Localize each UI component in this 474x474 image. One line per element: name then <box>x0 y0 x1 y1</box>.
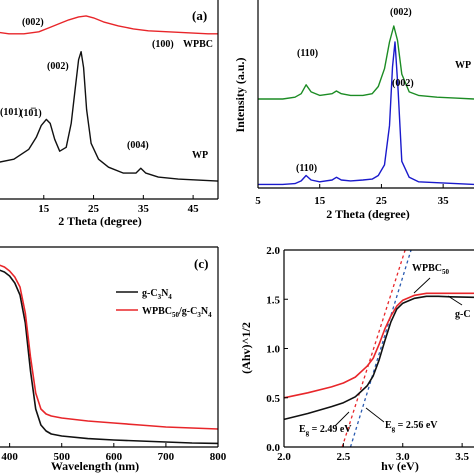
panel-a-series <box>0 15 219 182</box>
tangent-line-1 <box>341 249 406 448</box>
panel-b-ticks: 5 15 25 35 <box>255 184 449 207</box>
panel-d-series <box>283 249 474 448</box>
panel-c-ticks: 400 500 600 700 800 <box>1 443 227 463</box>
panel-a-ticks: 15 25 35 45 <box>38 195 199 215</box>
panel-a-wpbc-label: WPBC <box>183 39 213 50</box>
x-tick-label: 3.5 <box>455 451 469 463</box>
panel-a-peak-101: (101) <box>0 107 22 118</box>
panel-a-peak-004: (004) <box>127 140 149 151</box>
panel-c-legend: g-C3N4 WPBC50/g-C3N4 <box>116 288 212 319</box>
x-tick-label: 35 <box>438 195 450 207</box>
panel-b-peak-110-blue: (110) <box>296 163 317 174</box>
y-tick-label: 0.0 <box>266 442 280 454</box>
series-line-wp-2 <box>0 51 219 182</box>
x-tick-label: 600 <box>106 451 123 463</box>
series-line-g-c3n4-1 <box>0 269 219 445</box>
y-tick-label: 0.5 <box>266 393 280 405</box>
x-tick-label: 35 <box>138 203 150 215</box>
panel-a-peak-002-wp: (002) <box>47 61 69 72</box>
panel-c-label: (c) <box>194 256 208 271</box>
x-tick-label: 5 <box>255 195 261 207</box>
panel-d-ticks: 2.0 2.5 3.0 3.5 0.0 0.5 1.0 1.5 2.0 <box>266 245 469 463</box>
y-tick-label: 1.5 <box>266 294 280 306</box>
tangent-line-2 <box>349 249 412 448</box>
x-tick-label: 400 <box>1 451 18 463</box>
x-tick-label: 45 <box>188 203 200 215</box>
panel-a-wp-label: WP <box>192 150 208 161</box>
panel-a-xlabel: 2 Theta (degree) <box>58 214 142 228</box>
y-tick-label: 2.0 <box>266 245 280 257</box>
panel-c-series <box>0 264 219 445</box>
panel-d-eg-256: Eg = 2.56 eV <box>385 420 438 433</box>
panel-d-g-c-pointer <box>447 295 463 306</box>
panel-b: 5 15 25 35 Intensity (a.u.) (002) (110) WP … <box>233 0 474 221</box>
x-tick-label: 15 <box>38 203 50 215</box>
x-tick-label: 800 <box>210 451 227 463</box>
x-tick-label: 500 <box>53 451 70 463</box>
panel-d: 2.0 2.5 3.0 3.5 0.0 0.5 1.0 1.5 2.0 (Ahv)^1/2 WP… <box>239 245 474 473</box>
panel-d-eg-249: Eg = 2.49 eV <box>299 424 352 437</box>
series-line-series-2 <box>258 41 474 186</box>
panel-d-wpbc50-label: WPBC50 <box>412 263 450 276</box>
panel-d-ylabel: (Ahv)^1/2 <box>239 322 253 374</box>
panel-a-peak-10-1: (10̅1) <box>20 108 42 119</box>
panel-b-wp-label: WP <box>455 60 471 71</box>
x-tick-label: 700 <box>158 451 175 463</box>
y-tick-label: 1.0 <box>266 344 280 356</box>
panel-a-label: (a) <box>192 8 207 23</box>
panel-d-eg-249-pointer <box>334 411 350 427</box>
panel-c-xlabel: Wavelength (nm) <box>51 459 139 473</box>
x-tick-label: 15 <box>314 195 326 207</box>
panel-b-peak-002-blue: (002) <box>392 78 414 89</box>
x-tick-label: 2.0 <box>277 451 291 463</box>
series-line-wpbc50-g-c3n4-2 <box>0 264 219 430</box>
panel-b-peak-110-wpbc: (110) <box>297 48 318 59</box>
x-tick-label: 3.0 <box>396 451 410 463</box>
legend-label-wpbc50-g-c3n4: WPBC50/g-C3N4 <box>142 306 212 319</box>
panel-d-eg-256-pointer <box>365 407 385 423</box>
panel-a: 15 25 35 45 (a) (002) (100) WPBC (002) (101… <box>0 0 219 228</box>
panel-a-peak-100: (100) <box>152 39 174 50</box>
x-tick-label: 2.5 <box>337 451 351 463</box>
panel-b-xlabel: 2 Theta (degree) <box>326 207 410 221</box>
legend-label-g-c3n4: g-C3N4 <box>142 288 172 301</box>
panel-b-ylabel: Intensity (a.u.) <box>233 57 247 132</box>
panel-a-peak-002-wpbc: (002) <box>22 17 44 28</box>
panel-c: 400 500 600 700 800 (c) g-C3N4 WPBC50/g-C3N4… <box>0 246 227 473</box>
panel-b-series <box>258 25 474 186</box>
panel-d-wpbc50-pointer <box>413 277 431 294</box>
panel-b-peak-002-wpbc: (002) <box>390 7 412 18</box>
series-line-g-c-2 <box>283 295 474 421</box>
series-line-wpbc-1 <box>0 15 218 35</box>
panel-d-xlabel: hv (eV) <box>381 459 419 473</box>
x-tick-label: 25 <box>376 195 388 207</box>
series-line-wpbc50-1 <box>283 292 474 399</box>
x-tick-label: 25 <box>88 203 100 215</box>
series-line-wpbc-1 <box>258 25 474 100</box>
panel-d-g-c-label: g-C <box>455 309 471 320</box>
